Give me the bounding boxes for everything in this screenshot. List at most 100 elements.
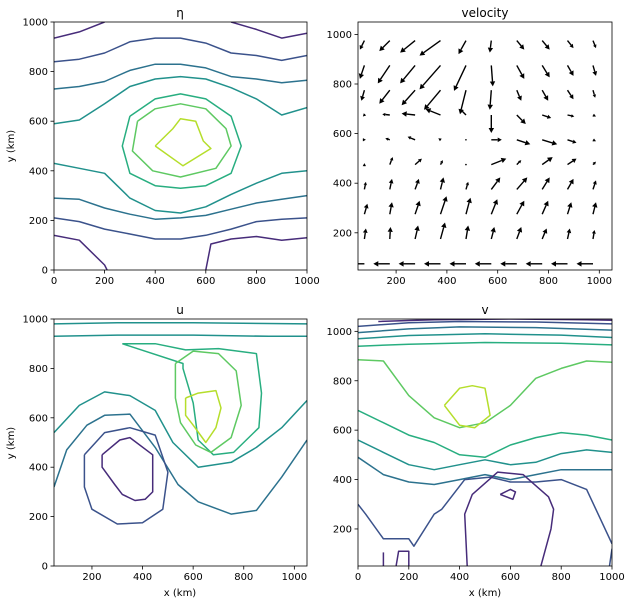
contour-layer-v xyxy=(358,319,612,566)
xtick-label-u-200: 200 xyxy=(82,572,101,583)
quiver-arrow-4-9 xyxy=(592,161,596,166)
plot-area-v xyxy=(358,319,612,566)
quiver-arrow-7-1 xyxy=(379,89,391,104)
quiver-arrow-6-5 xyxy=(488,115,495,133)
quiver-arrow-4-1 xyxy=(389,157,394,165)
quiver-arrow-6-6 xyxy=(516,114,526,124)
quiver-arrow-3-3 xyxy=(439,177,445,190)
xtick-label-v-0: 0 xyxy=(355,572,361,583)
quiver-arrow-3-7 xyxy=(541,177,550,190)
ytick-label-v-200: 200 xyxy=(333,524,352,535)
panel-title-velocity: velocity xyxy=(462,6,509,20)
quiver-arrow-2-0 xyxy=(363,203,369,215)
quiver-arrow-7-8 xyxy=(566,89,574,100)
contour-line-eta-4 xyxy=(54,37,307,63)
ytick-label-u-200: 200 xyxy=(29,512,48,523)
ytick-label-eta-200: 200 xyxy=(29,216,48,227)
quiver-arrow-8-5 xyxy=(489,65,496,87)
quiver-arrow-5-2 xyxy=(407,136,416,141)
quiver-arrow-9-1 xyxy=(379,40,391,52)
xlabel-v: x (km) xyxy=(469,588,502,599)
quiver-layer-velocity xyxy=(358,40,598,267)
quiver-arrow-4-8 xyxy=(567,158,577,166)
contour-line-v-1 xyxy=(358,320,612,328)
quiver-arrow-4-4 xyxy=(465,163,467,166)
quiver-arrow-6-9 xyxy=(592,113,596,117)
ytick-label-v-400: 400 xyxy=(333,475,352,486)
quiver-arrow-5-5 xyxy=(491,137,502,143)
quiver-arrow-8-3 xyxy=(419,64,442,90)
contour-line-v-15 xyxy=(608,548,612,566)
quiver-arrow-0-2 xyxy=(398,261,416,267)
quiver-arrow-9-9 xyxy=(592,40,597,49)
quiver-arrow-1-4 xyxy=(464,225,471,240)
quiver-arrow-2-5 xyxy=(490,199,498,215)
ytick-label-u-400: 400 xyxy=(29,463,48,474)
ytick-label-velocity-200: 200 xyxy=(333,228,352,239)
contour-line-v-8 xyxy=(358,439,612,471)
quiver-arrow-9-5 xyxy=(487,40,494,53)
quiver-arrow-6-1 xyxy=(382,112,390,117)
xtick-label-u-800: 800 xyxy=(234,572,253,583)
quiver-arrow-0-3 xyxy=(424,261,441,267)
contour-line-v-12 xyxy=(395,550,410,566)
contour-line-v-4 xyxy=(358,341,612,347)
quiver-arrow-5-9 xyxy=(592,138,596,142)
xtick-label-v-1000: 1000 xyxy=(599,572,624,583)
xlabel-u: x (km) xyxy=(164,588,197,599)
xtick-label-u-1000: 1000 xyxy=(282,572,307,583)
contour-line-eta-0 xyxy=(54,22,105,39)
quiver-arrow-9-4 xyxy=(458,40,467,55)
ytick-label-v-1000: 1000 xyxy=(327,327,352,338)
quiver-arrow-5-4 xyxy=(465,139,467,141)
ylabel-u: y (km) xyxy=(6,427,17,460)
xtick-label-velocity-1000: 1000 xyxy=(587,276,612,287)
contour-line-v-2 xyxy=(358,326,612,334)
contour-line-eta-10 xyxy=(121,93,242,189)
quiver-arrow-5-3 xyxy=(438,138,442,142)
quiver-arrow-8-7 xyxy=(541,65,550,78)
quiver-arrow-0-4 xyxy=(449,261,466,267)
quiver-arrow-4-5 xyxy=(491,157,507,166)
xtick-label-v-600: 600 xyxy=(501,572,520,583)
quiver-arrow-0-5 xyxy=(474,261,492,267)
quiver-arrow-4-6 xyxy=(516,160,522,166)
xtick-label-eta-400: 400 xyxy=(146,276,165,287)
quiver-arrow-0-0 xyxy=(358,263,365,265)
quiver-arrow-3-6 xyxy=(516,177,528,190)
plot-area-velocity xyxy=(358,40,598,267)
contour-line-u-4 xyxy=(83,426,169,525)
contour-line-eta-7 xyxy=(54,194,307,220)
quiver-arrow-2-8 xyxy=(566,202,573,215)
quiver-arrow-1-2 xyxy=(414,225,420,240)
quiver-arrow-5-0 xyxy=(362,138,366,142)
quiver-arrow-1-3 xyxy=(439,222,447,240)
ytick-label-eta-800: 800 xyxy=(29,67,48,78)
quiver-arrow-9-8 xyxy=(566,40,574,49)
contour-line-eta-9 xyxy=(54,162,307,214)
quiver-arrow-8-0 xyxy=(358,65,366,79)
xtick-label-eta-800: 800 xyxy=(247,276,266,287)
xtick-label-velocity-800: 800 xyxy=(539,276,558,287)
quiver-arrow-3-8 xyxy=(566,178,574,190)
quiver-arrow-7-4 xyxy=(458,90,467,115)
quiver-arrow-1-1 xyxy=(387,227,393,240)
quiver-arrow-8-6 xyxy=(516,65,525,79)
quiver-arrow-9-6 xyxy=(516,40,525,50)
quiver-arrow-4-7 xyxy=(541,157,553,166)
quiver-arrow-8-4 xyxy=(453,65,467,91)
quiver-arrow-8-9 xyxy=(592,65,598,76)
axes-frame-eta xyxy=(53,21,308,271)
quiver-arrow-9-0 xyxy=(359,40,366,50)
quiver-arrow-6-2 xyxy=(401,111,416,117)
quiver-arrow-8-2 xyxy=(400,64,416,84)
quiver-arrow-0-1 xyxy=(373,261,390,267)
contour-line-eta-8 xyxy=(54,75,307,125)
quiver-arrow-1-5 xyxy=(490,227,496,240)
quiver-arrow-0-6 xyxy=(500,261,517,267)
panel-eta: η 0 200 400 600 800 1000 0 200 400 600 800 1000 y (… xyxy=(6,6,320,287)
contour-line-eta-11 xyxy=(131,103,232,178)
quiver-arrow-9-3 xyxy=(419,40,441,56)
